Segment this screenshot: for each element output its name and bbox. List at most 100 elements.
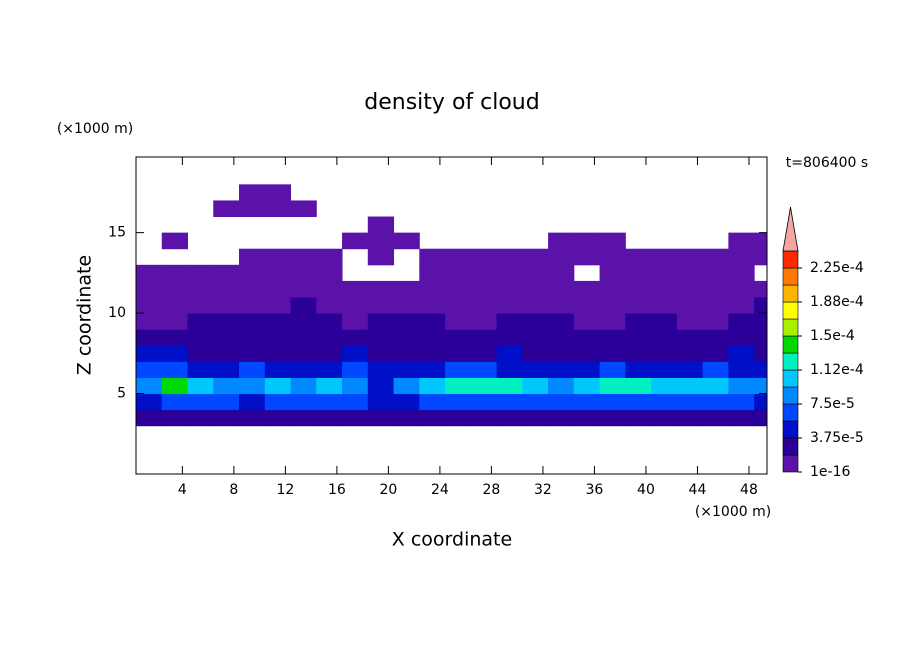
- contour-cell: [342, 232, 369, 250]
- contour-cell: [676, 329, 704, 346]
- contour-cell: [728, 377, 755, 395]
- contour-cell: [496, 280, 523, 298]
- contour-cell: [316, 361, 343, 378]
- x-tick-label: 48: [740, 482, 758, 498]
- contour-cell: [754, 377, 767, 395]
- contour-cell: [393, 313, 420, 330]
- contour-cell: [573, 248, 601, 266]
- contour-cell: [522, 264, 549, 282]
- contour-cell: [548, 361, 575, 378]
- contour-cell: [599, 377, 626, 395]
- contour-cell: [470, 345, 498, 362]
- contour-cell: [316, 248, 343, 266]
- contour-cell: [496, 313, 523, 330]
- x-tick-label: 40: [637, 482, 655, 498]
- contour-cell: [548, 280, 575, 298]
- contour-cell: [651, 393, 678, 411]
- contour-cell: [522, 296, 549, 314]
- contour-cell: [548, 296, 575, 314]
- contour-cell: [702, 296, 729, 314]
- contour-cell: [496, 377, 523, 395]
- contour-cell: [522, 345, 549, 362]
- contour-cell: [445, 345, 472, 362]
- contour-cell: [213, 296, 240, 314]
- y-tick-label: 5: [117, 386, 126, 402]
- contour-cell: [161, 393, 189, 411]
- contour-cell: [342, 329, 369, 346]
- contour-cell: [445, 280, 472, 298]
- contour-cell: [625, 280, 652, 298]
- colorbar-tick-label: 3.75e-5: [810, 430, 864, 446]
- contour-cell: [676, 296, 704, 314]
- colorbar-tick-label: 1.12e-4: [810, 362, 864, 378]
- contour-cell: [264, 345, 292, 362]
- colorbar-band: [782, 369, 799, 388]
- contour-cell: [702, 361, 729, 378]
- contour-cell: [599, 345, 626, 362]
- contour-cell: [316, 393, 343, 411]
- contour-cell: [316, 345, 343, 362]
- colorbar-band: [782, 352, 799, 371]
- colorbar-tick-label: 7.5e-5: [810, 396, 855, 412]
- contour-cell: [290, 393, 317, 411]
- contour-cell: [367, 377, 395, 395]
- contour-cell: [213, 377, 240, 395]
- contour-cell: [728, 361, 755, 378]
- contour-cell: [522, 313, 549, 330]
- contour-cell: [573, 377, 601, 395]
- contour-cell: [136, 329, 163, 346]
- contour-cell: [470, 329, 498, 346]
- contour-cell: [136, 264, 163, 282]
- contour-cell: [445, 377, 472, 395]
- contour-cell: [625, 409, 652, 427]
- contour-cell: [161, 232, 189, 250]
- contour-cell: [161, 409, 189, 427]
- x-tick-label: 12: [276, 482, 294, 498]
- contour-cell: [290, 296, 317, 314]
- x-tick-label: 20: [379, 482, 397, 498]
- contour-cell: [290, 264, 317, 282]
- contour-cell: [393, 296, 420, 314]
- contour-cell: [290, 313, 317, 330]
- contour-cell: [419, 361, 446, 378]
- colorbar-band: [782, 437, 799, 456]
- contour-cell: [419, 280, 446, 298]
- contour-cell: [676, 248, 704, 266]
- contour-cell: [651, 313, 678, 330]
- contour-cell: [187, 393, 214, 411]
- contour-cell: [419, 296, 446, 314]
- contour-cell: [599, 264, 626, 282]
- contour-cell: [136, 280, 163, 298]
- contour-cell: [599, 361, 626, 378]
- x-tick-label: 32: [534, 482, 552, 498]
- contour-cell: [548, 313, 575, 330]
- contour-cell: [213, 361, 240, 378]
- contour-cell: [676, 361, 704, 378]
- contour-cell: [290, 200, 317, 218]
- contour-cell: [625, 393, 652, 411]
- contour-cell: [728, 264, 755, 282]
- x-axis-label: X coordinate: [392, 529, 512, 551]
- colorbar-band: [782, 267, 799, 286]
- contour-cell: [728, 248, 755, 266]
- contour-cell: [754, 296, 767, 314]
- contour-cell: [187, 296, 214, 314]
- contour-cell: [522, 329, 549, 346]
- contour-cell: [419, 313, 446, 330]
- contour-cell: [625, 296, 652, 314]
- contour-cell: [702, 393, 729, 411]
- contour-cell: [316, 409, 343, 427]
- contour-cell: [573, 232, 601, 250]
- contour-cell: [651, 329, 678, 346]
- contour-cell: [548, 329, 575, 346]
- contour-cell: [393, 280, 420, 298]
- colorbar-tick-label: 1.88e-4: [810, 294, 864, 310]
- contour-cell: [496, 329, 523, 346]
- contour-cell: [754, 393, 767, 411]
- contour-cell: [470, 313, 498, 330]
- y-unit: (×1000 m): [57, 121, 133, 137]
- contour-cell: [470, 409, 498, 427]
- contour-cell: [342, 377, 369, 395]
- contour-cell: [548, 248, 575, 266]
- contour-cell: [393, 345, 420, 362]
